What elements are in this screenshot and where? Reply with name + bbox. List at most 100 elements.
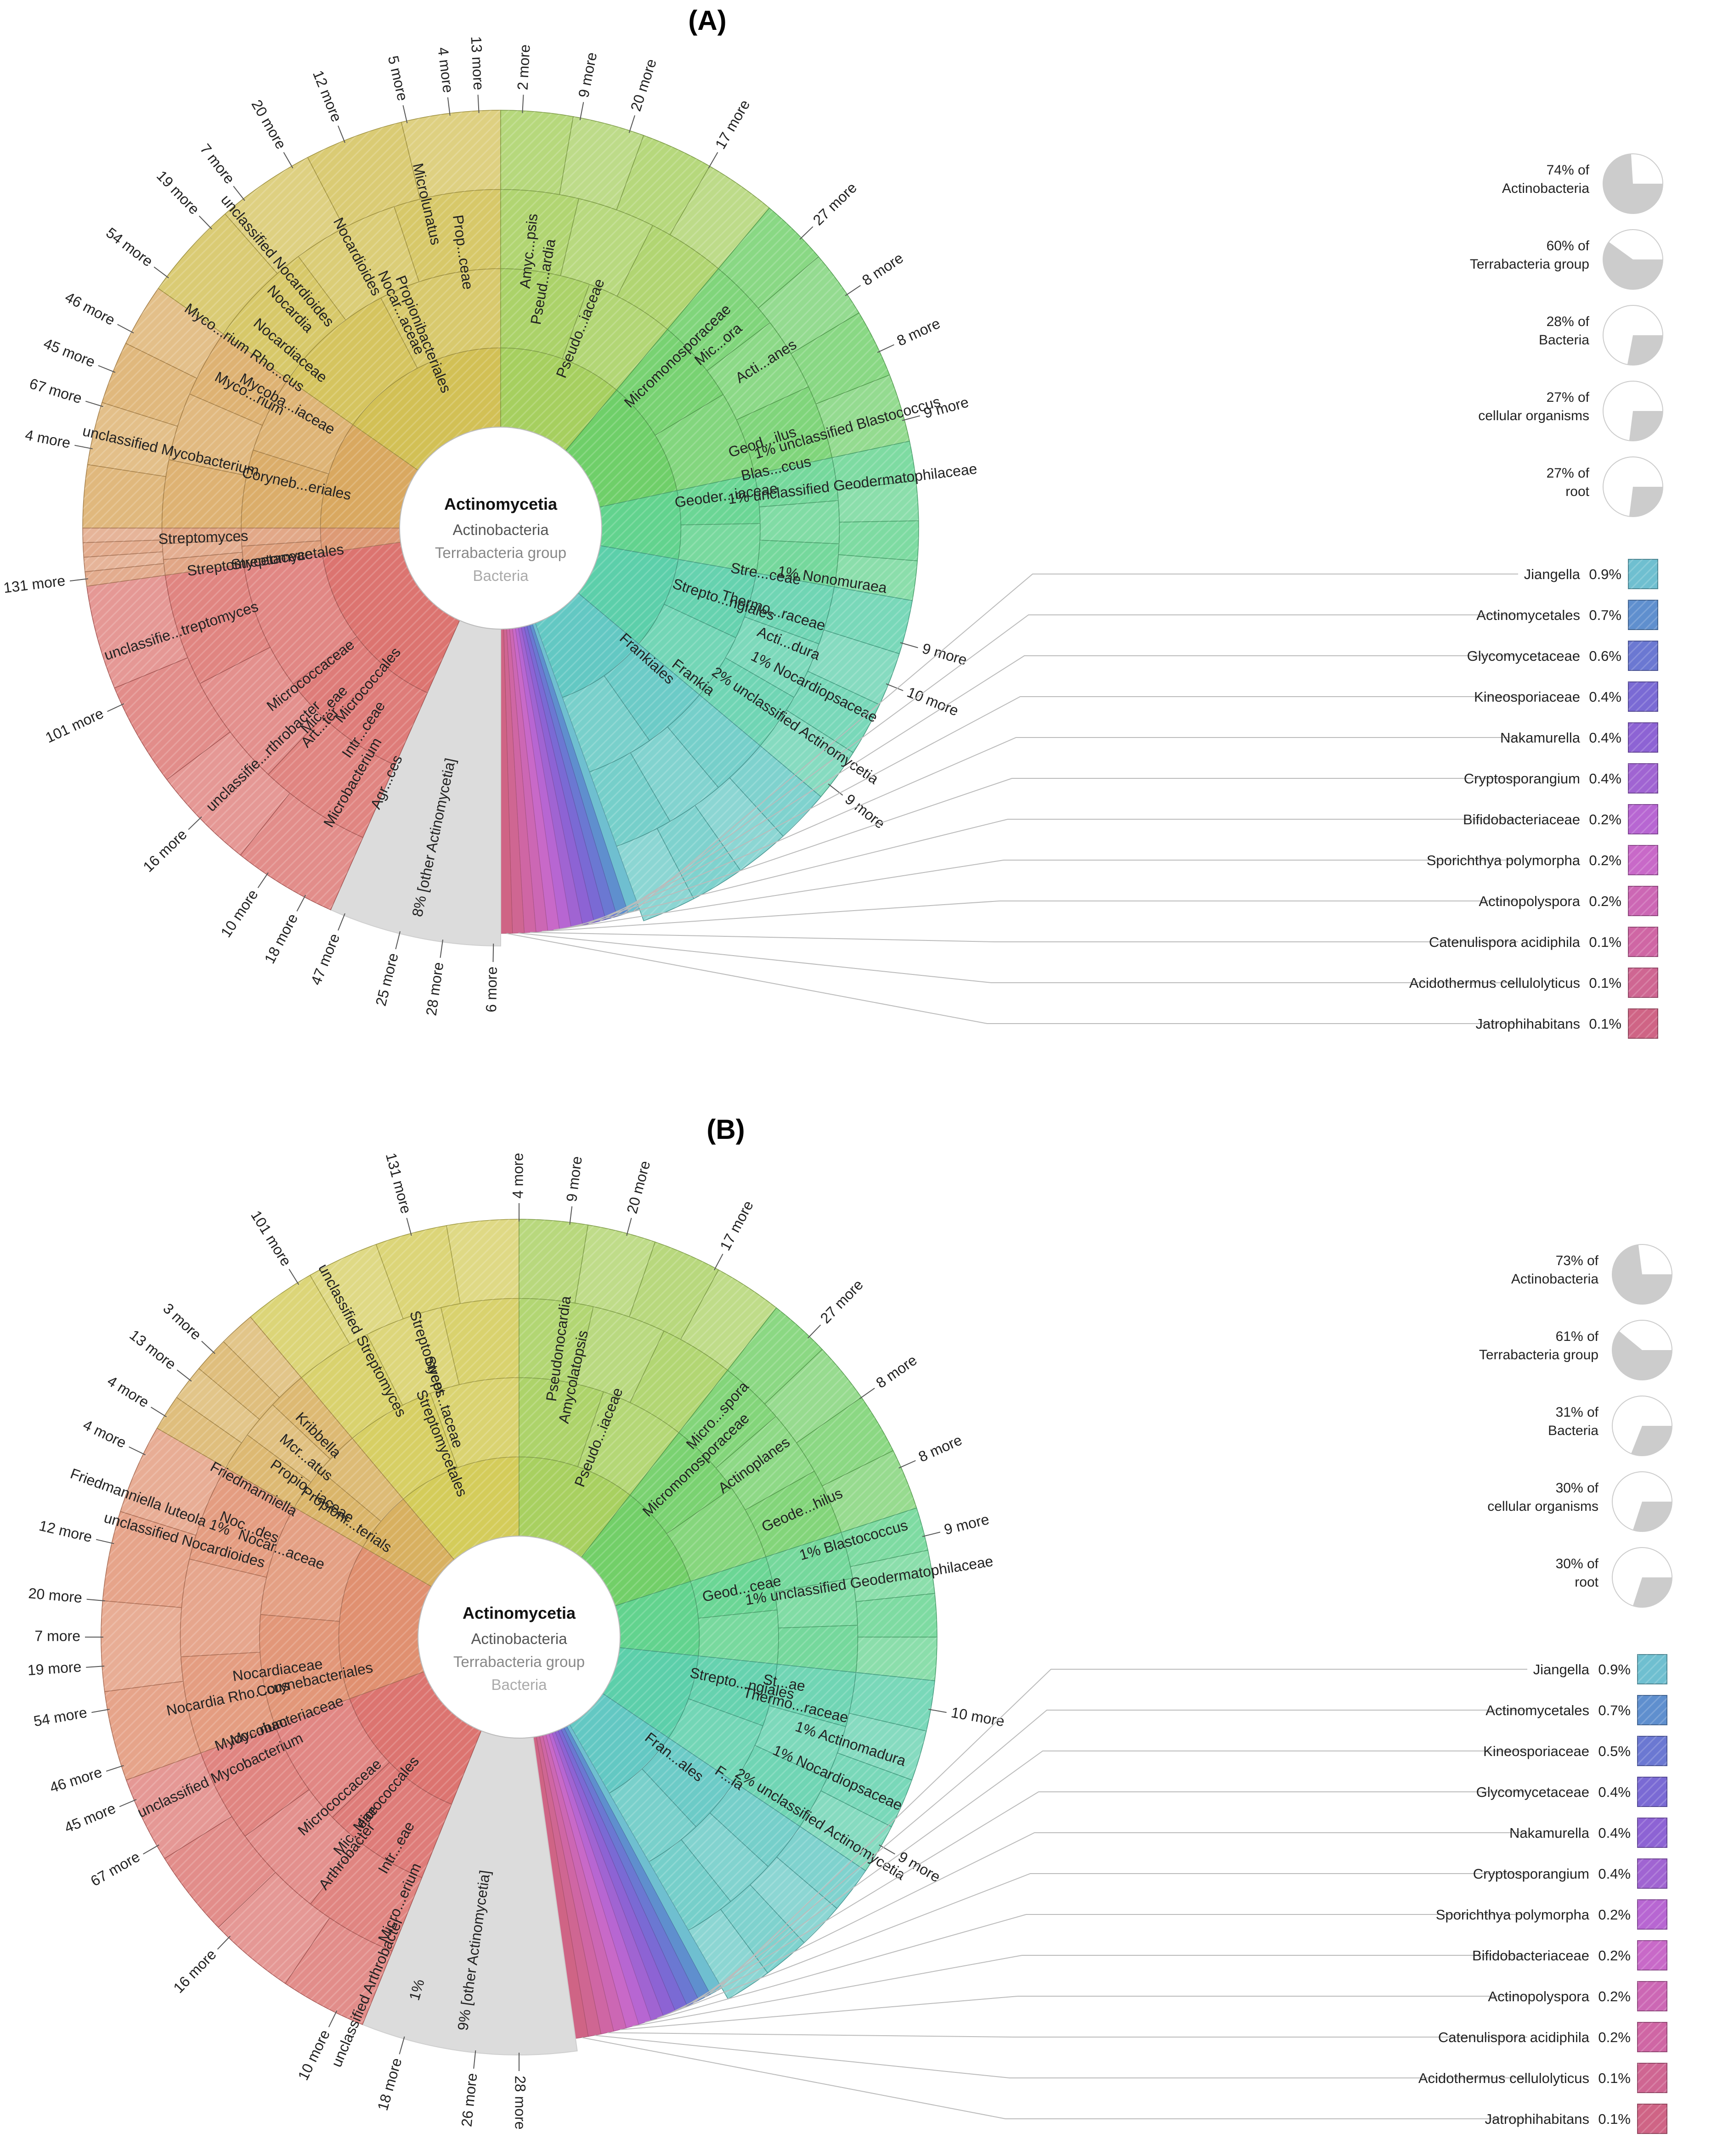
more-label: 16 more bbox=[140, 826, 190, 875]
segment-texture bbox=[85, 563, 165, 586]
ancestry-pct: 27% of bbox=[1547, 466, 1590, 481]
legend-leader bbox=[542, 901, 1518, 932]
segment-texture bbox=[758, 257, 859, 354]
segment-texture bbox=[766, 1532, 853, 1592]
segment-texture bbox=[120, 1428, 226, 1536]
segment-texture bbox=[501, 189, 579, 276]
segment-texture bbox=[642, 1738, 734, 1827]
segment-texture bbox=[353, 348, 501, 470]
more-label: 2 more bbox=[514, 44, 533, 90]
legend-name: Actinomycetales bbox=[1476, 607, 1580, 623]
leader-line bbox=[626, 1217, 632, 1236]
segment-texture bbox=[616, 135, 710, 235]
more-label: 8 more bbox=[916, 1431, 965, 1465]
segment-texture bbox=[381, 269, 501, 368]
more-label: 12 more bbox=[38, 1517, 94, 1545]
legend-pct: 0.9% bbox=[1589, 566, 1621, 582]
leader-line bbox=[98, 365, 116, 373]
leader-line bbox=[176, 1369, 192, 1382]
more-label: 16 more bbox=[170, 1946, 219, 1996]
segment-texture bbox=[755, 1706, 846, 1779]
legend-name: Jatrophihabitans bbox=[1476, 1016, 1581, 1032]
segment-texture bbox=[837, 480, 919, 523]
legend-name: Jiangella bbox=[1533, 1661, 1590, 1678]
more-label: 8 more bbox=[859, 249, 906, 289]
more-label: 13 more bbox=[126, 1327, 179, 1373]
segment-texture bbox=[581, 1495, 691, 1606]
segment-texture bbox=[260, 1614, 350, 1726]
segment-texture bbox=[169, 394, 263, 476]
segment-texture bbox=[734, 1745, 827, 1827]
segment-texture bbox=[441, 1298, 519, 1385]
segment-texture bbox=[776, 1826, 866, 1908]
legend-name: Actinomycetales bbox=[1485, 1702, 1589, 1718]
legend-leader bbox=[518, 932, 1518, 983]
legend-swatch-texture bbox=[1628, 845, 1658, 875]
legend-name: Kineosporiaceae bbox=[1483, 1743, 1589, 1759]
leader-line bbox=[402, 105, 408, 124]
segment-texture bbox=[83, 464, 166, 528]
center-circle[interactable] bbox=[399, 427, 602, 630]
more-label: 46 more bbox=[62, 288, 118, 328]
leader-line bbox=[395, 931, 401, 950]
segment-texture bbox=[710, 1782, 800, 1867]
leader-line bbox=[257, 872, 269, 888]
more-label: 4 more bbox=[80, 1416, 129, 1451]
segment-texture bbox=[535, 593, 639, 698]
legend-pct: 0.7% bbox=[1589, 607, 1621, 623]
leader-line bbox=[74, 445, 93, 450]
legend-leader bbox=[506, 933, 1518, 1024]
segment-texture bbox=[821, 1753, 912, 1827]
legend-pct: 0.2% bbox=[1589, 893, 1621, 909]
leader-line bbox=[198, 215, 213, 230]
segment-texture bbox=[253, 379, 353, 474]
leader-line bbox=[91, 1709, 110, 1713]
segment-texture bbox=[638, 604, 736, 695]
legend-swatch-texture bbox=[1638, 2063, 1667, 2093]
legend-leader bbox=[693, 1751, 1527, 2004]
legend-name: Jiangella bbox=[1524, 566, 1581, 582]
legend-swatch-texture bbox=[1638, 1981, 1667, 2011]
center-title: Actinomycetia bbox=[444, 495, 558, 513]
more-label: 10 more bbox=[950, 1704, 1006, 1730]
leader-line bbox=[440, 940, 444, 958]
segment-texture bbox=[562, 284, 668, 390]
more-label: 9 more bbox=[943, 1511, 991, 1538]
more-label: 46 more bbox=[48, 1764, 104, 1796]
segment-texture bbox=[800, 1790, 892, 1871]
segment-texture bbox=[786, 671, 880, 753]
more-label: 131 more bbox=[383, 1151, 415, 1216]
segment-texture bbox=[578, 546, 678, 644]
segment-texture bbox=[162, 459, 247, 528]
leader-line bbox=[473, 2050, 476, 2069]
leader-line bbox=[879, 1844, 895, 1855]
leader-line bbox=[492, 943, 494, 962]
segment-texture bbox=[841, 1508, 928, 1567]
segment-texture bbox=[575, 1225, 655, 1317]
segment-texture bbox=[125, 288, 223, 378]
legend-leader bbox=[669, 1832, 1527, 2014]
more-label: 26 more bbox=[458, 2072, 480, 2128]
center-circle[interactable] bbox=[418, 1536, 621, 1739]
legend-leader bbox=[554, 860, 1518, 931]
leader-line bbox=[96, 1539, 114, 1544]
ancestry-name: root bbox=[1565, 484, 1589, 499]
ancestry-pie-slice bbox=[1603, 242, 1663, 289]
more-label: 18 more bbox=[261, 911, 301, 967]
legend-name: Cryptosporangium bbox=[1464, 771, 1580, 787]
leader-line bbox=[900, 642, 918, 648]
segment-texture bbox=[501, 348, 617, 451]
segment-texture bbox=[243, 553, 357, 685]
more-label: 54 more bbox=[103, 224, 156, 270]
legend-leader bbox=[611, 655, 1518, 919]
segment-texture bbox=[240, 793, 363, 910]
legend-pct: 0.1% bbox=[1598, 2111, 1631, 2127]
legend-leader bbox=[576, 778, 1518, 927]
legend-pct: 0.2% bbox=[1598, 2029, 1631, 2045]
legend-swatch-texture bbox=[1628, 641, 1658, 670]
legend-name: Sporichthya polymorpha bbox=[1436, 1907, 1590, 1923]
legend-pct: 0.2% bbox=[1589, 811, 1621, 827]
more-label: 45 more bbox=[41, 335, 97, 370]
legend-pct: 0.4% bbox=[1598, 1784, 1631, 1800]
